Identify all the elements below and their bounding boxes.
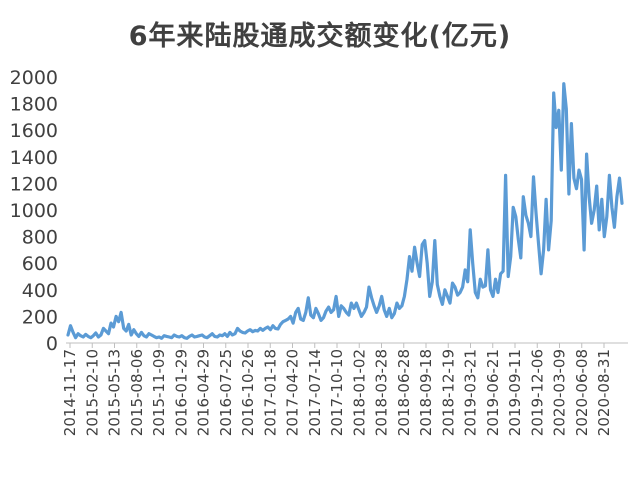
x-tick-label: 2019-09-11 [506,349,524,436]
x-tick-label: 2018-06-28 [395,349,413,436]
x-tick-label: 2018-12-19 [439,349,457,436]
x-tick-label: 2017-10-10 [328,349,346,436]
x-tick-label: 2018-09-18 [417,349,435,436]
x-tick-label: 2018-01-02 [350,349,368,436]
y-tick-label: 2000 [10,67,58,89]
x-tick-label: 2014-11-17 [61,349,79,436]
x-tick-label: 2015-08-06 [128,349,146,436]
x-tick-label: 2015-02-10 [83,349,101,436]
y-tick-label: 1800 [10,94,58,116]
x-tick-label: 2016-04-29 [195,349,213,436]
x-tick-label: 2017-01-18 [261,349,279,436]
y-tick-label: 0 [46,333,58,355]
series-layer [66,82,624,340]
x-tick-label: 2015-05-13 [106,349,124,436]
y-tick-label: 400 [22,280,58,302]
x-tick-label: 2019-06-21 [484,349,502,436]
y-tick-label: 1000 [10,200,58,222]
y-tick-label: 1600 [10,120,58,142]
chart-title: 6年来陆股通成交额变化(亿元) [128,21,512,52]
x-tick-label: 2017-07-14 [306,349,324,436]
x-tick-label: 2016-07-25 [217,349,235,436]
y-tick-label: 1200 [10,173,58,195]
y-tick-label: 600 [22,253,58,275]
x-tick-label: 2020-08-31 [595,349,613,436]
x-tick-label: 2020-06-08 [573,349,591,436]
series-line [66,82,624,340]
x-axis: 2014-11-17 2015-02-10 2015-05-13 2015-08-06… [61,342,628,436]
x-tick-label: 2019-12-06 [528,349,546,436]
x-tick-label: 2019-03-21 [462,349,480,436]
y-tick-label: 200 [22,306,58,328]
y-tick-label: 1400 [10,147,58,169]
x-tick-label: 2020-03-09 [551,349,569,436]
y-axis: 0 200 400 600 800 1000 1200 1400 1600 1800 2000 [10,67,58,355]
x-tick-label: 2017-04-20 [284,349,302,436]
x-tick-label: 2015-11-09 [150,349,168,436]
x-tick-label: 2018-03-28 [373,349,391,436]
x-tick-label: 2016-10-26 [239,349,257,436]
y-tick-label: 800 [22,227,58,249]
x-tick-label: 2016-01-29 [172,349,190,436]
